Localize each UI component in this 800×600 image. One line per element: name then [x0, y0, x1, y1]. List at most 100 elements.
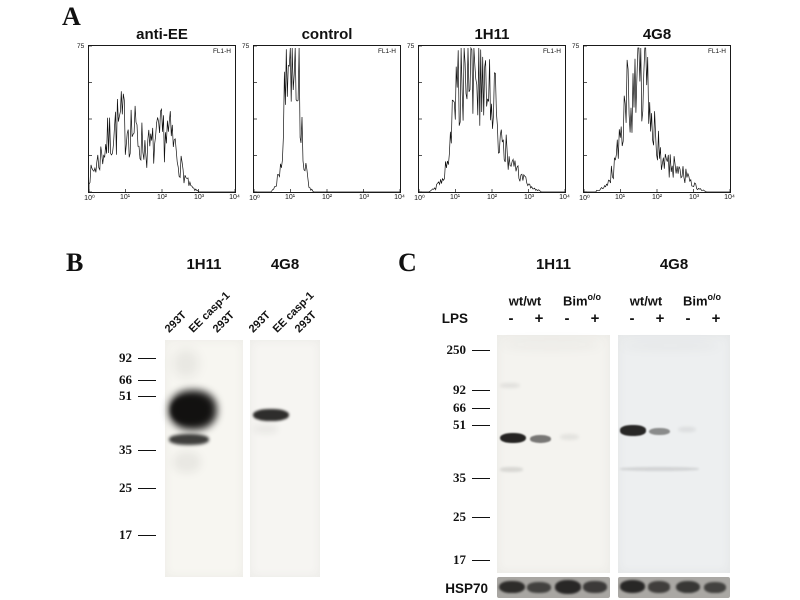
blot-band	[560, 433, 580, 440]
y-axis-max-label: 75	[572, 43, 580, 50]
histogram-canvas: 75 FL1-H	[572, 43, 731, 193]
mw-marker-value: 92	[453, 382, 466, 397]
blot-band	[526, 581, 551, 593]
mw-marker-value: 25	[119, 480, 132, 495]
western-blot-c-4g8	[618, 335, 730, 573]
histogram-canvas: 75 FL1-H	[77, 43, 236, 193]
plot-title: 4G8	[642, 26, 672, 43]
x-tick-label: 10⁰	[84, 195, 95, 202]
x-axis-ticks: 10⁰ 10¹ 10² 10³ 10⁴	[84, 193, 240, 203]
blot-band	[254, 424, 278, 434]
mw-marker-tick	[138, 534, 156, 536]
blot-band	[529, 434, 552, 444]
histogram-trace	[584, 46, 730, 192]
y-axis-max-label: 75	[242, 43, 250, 50]
blot-band	[555, 579, 582, 594]
mw-marker-tick	[472, 389, 490, 391]
blot-band	[647, 581, 671, 593]
histogram-canvas: 75 FL1-H	[242, 43, 401, 193]
panel-c-letter: C	[398, 248, 417, 277]
axis-corner-label: FL1-H	[212, 48, 231, 55]
hsp70-strip-4g8	[618, 577, 730, 598]
x-tick-label: 10⁰	[579, 195, 590, 202]
mw-marker-value: 92	[119, 350, 132, 365]
mw-marker-row: 25	[436, 509, 490, 525]
lane-label: 293T	[162, 309, 190, 336]
y-axis-max-label: 75	[77, 43, 85, 50]
x-tick-label: 10⁴	[724, 194, 735, 201]
blot-band	[500, 432, 527, 444]
flow-plot-anti-ee: anti-EE 75 FL1-H 10⁰ 10¹ 10² 10³ 10⁴	[77, 26, 240, 203]
blot-band	[172, 349, 200, 378]
mw-marker-row: 92	[436, 382, 490, 398]
axis-corner-label: FL1-H	[707, 48, 726, 55]
x-tick-label: 10³	[193, 194, 205, 201]
mw-marker-tick	[472, 516, 490, 518]
blot-band	[620, 425, 646, 436]
lps-sign: -	[629, 310, 635, 327]
mw-marker-value: 51	[119, 388, 132, 403]
hsp70-strip-1h11	[497, 577, 610, 598]
mw-marker-row: 35	[436, 470, 490, 486]
lps-sign: +	[590, 310, 600, 327]
mw-marker-value: 35	[119, 442, 132, 457]
plot-title: 1H11	[474, 26, 510, 43]
x-tick-label: 10³	[688, 194, 700, 201]
mw-marker-row: 17	[436, 552, 490, 568]
x-tick-label: 10¹	[119, 194, 131, 201]
hsp70-row-label: HSP70	[445, 581, 488, 596]
blot-band	[501, 339, 601, 350]
blot-band	[500, 467, 523, 472]
x-axis-ticks: 10⁰ 10¹ 10² 10³ 10⁴	[249, 193, 405, 203]
x-tick-label: 10²	[651, 194, 663, 201]
histogram-trace	[89, 46, 235, 192]
axis-corner-label: FL1-H	[542, 48, 561, 55]
mw-marker-row: 66	[102, 372, 156, 388]
mw-marker-value: 66	[453, 400, 466, 415]
blot-band	[675, 580, 701, 593]
mw-marker-tick	[138, 379, 156, 381]
blot-title-c-1h11: 1H11	[535, 256, 572, 273]
plot-title: control	[301, 26, 353, 43]
plot-title: anti-EE	[136, 26, 188, 43]
mw-marker-tick	[138, 487, 156, 489]
blot-band	[678, 426, 697, 433]
blot-band	[583, 581, 608, 593]
western-blot-b-4g8	[250, 340, 320, 577]
panel-a-letter: A	[62, 2, 81, 31]
flow-plot-control: control 75 FL1-H 10⁰ 10¹ 10² 10³ 10⁴	[242, 26, 405, 203]
mw-marker-row: 51	[436, 417, 490, 433]
blot-band	[649, 427, 670, 436]
x-tick-label: 10³	[523, 194, 535, 201]
axis-corner-label: FL1-H	[377, 48, 396, 55]
mw-marker-row: 17	[102, 527, 156, 543]
x-tick-label: 10¹	[284, 194, 296, 201]
blot-band	[171, 396, 209, 423]
blot-title-b-1h11: 1H11	[186, 256, 222, 273]
x-tick-label: 10⁴	[229, 194, 240, 201]
mw-marker-row: 25	[102, 480, 156, 496]
western-blot-c-1h11	[497, 335, 610, 573]
x-tick-label: 10²	[321, 194, 333, 201]
x-tick-label: 10¹	[449, 194, 461, 201]
mw-marker-tick	[472, 407, 490, 409]
panel-b-letter: B	[66, 248, 84, 277]
genotype-label-wtwt: wt/wt	[508, 293, 542, 309]
mw-marker-tick	[138, 395, 156, 397]
y-axis-max-label: 75	[407, 43, 415, 50]
x-tick-label: 10⁴	[559, 194, 570, 201]
lps-row-label: LPS	[441, 311, 468, 326]
histogram-trace	[254, 46, 400, 192]
western-blot-b-1h11	[165, 340, 243, 577]
mw-marker-row: 51	[102, 388, 156, 404]
x-axis-ticks: 10⁰ 10¹ 10² 10³ 10⁴	[579, 193, 735, 203]
flow-plot-1h11: 1H11 75 FL1-H 10⁰ 10¹ 10² 10³ 10⁴	[407, 26, 570, 203]
blot-band	[703, 581, 727, 593]
lps-sign: -	[685, 310, 691, 327]
mw-marker-value: 250	[446, 342, 467, 357]
mw-marker-value: 17	[119, 527, 132, 542]
mw-marker-tick	[472, 477, 490, 479]
mw-marker-value: 35	[453, 470, 466, 485]
x-tick-label: 10⁰	[249, 195, 260, 202]
